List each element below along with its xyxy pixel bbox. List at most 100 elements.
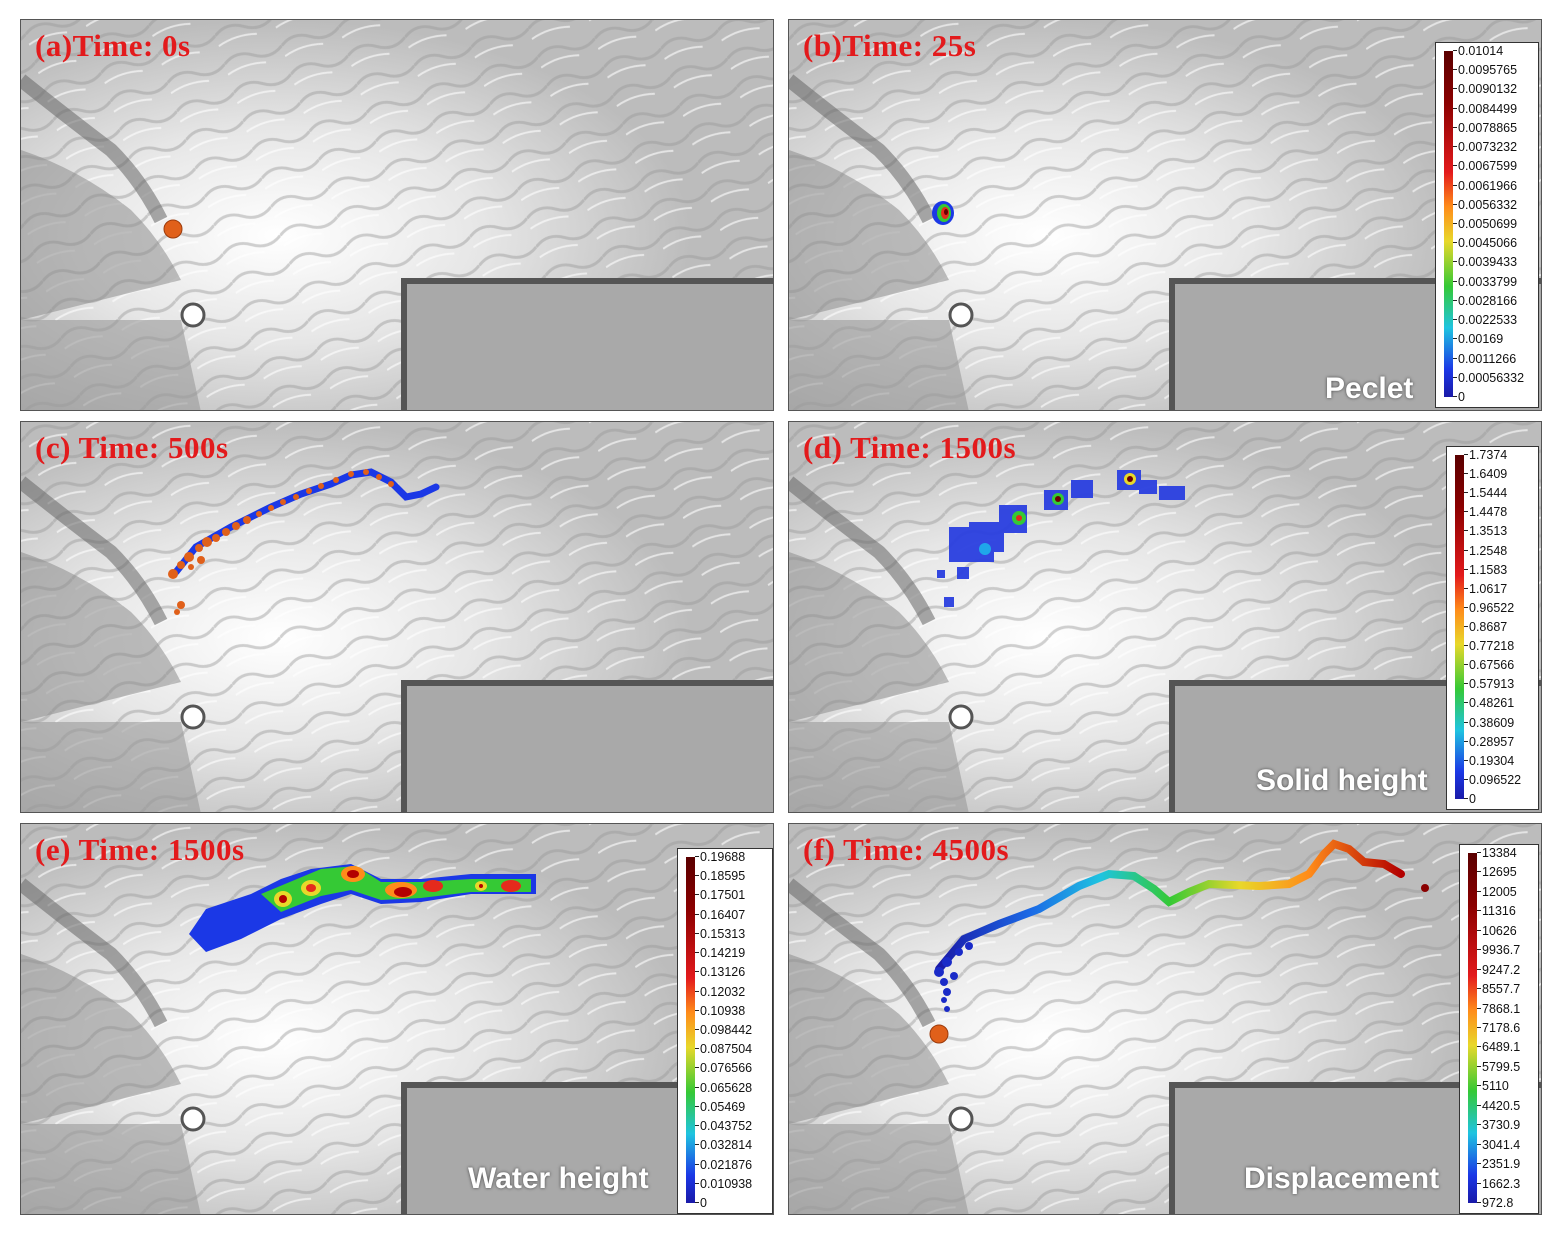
legend-tick-label: 2351.9 bbox=[1476, 1157, 1521, 1172]
panel-title: (d) Time: 1500s bbox=[803, 430, 1017, 465]
legend-tick-label: 5799.5 bbox=[1476, 1059, 1521, 1074]
legend-tick-label: 0.043752 bbox=[694, 1119, 753, 1134]
legend-tick-label: 1662.3 bbox=[1476, 1176, 1521, 1191]
water-height-overlay bbox=[189, 864, 536, 952]
legend-tick-label: 1.4478 bbox=[1463, 505, 1508, 520]
panel-title: (e) Time: 1500s bbox=[35, 832, 245, 867]
panel-title: (f) Time: 4500s bbox=[803, 832, 1010, 867]
legend-tick-label: 3730.9 bbox=[1476, 1118, 1521, 1133]
legend-colorbar bbox=[1468, 853, 1477, 1203]
legend-tick-label: 0.0056332 bbox=[1452, 197, 1518, 212]
legend-tick-label: 0.098442 bbox=[694, 1023, 753, 1037]
variable-label: Solid height bbox=[1256, 764, 1428, 797]
legend-tick-label: 0.0078865 bbox=[1452, 120, 1518, 135]
legend-tick-label: 0.01014 bbox=[1452, 44, 1504, 58]
legend-tick-label: 0.0095765 bbox=[1452, 63, 1518, 78]
legend-tick-label: 0.19688 bbox=[694, 850, 746, 864]
legend-tick-label: 0.0011266 bbox=[1452, 351, 1517, 366]
legend-tick-label: 0.77218 bbox=[1463, 639, 1515, 654]
legend-tick-label: 0.0061966 bbox=[1452, 178, 1518, 193]
panel-e: (e) Time: 1500s Water height 0.19688 0.18… bbox=[20, 823, 774, 1215]
panel-title: (a)Time: 0s bbox=[35, 28, 191, 63]
variable-label: Water height bbox=[468, 1162, 649, 1195]
legend-tick-label: 0.18595 bbox=[694, 869, 746, 884]
legend-colorbar bbox=[686, 857, 695, 1203]
legend-tick-label: 0.28957 bbox=[1463, 734, 1515, 749]
panel-d: (d) Time: 1500s Solid height 1.7374 1.640… bbox=[788, 421, 1542, 813]
color-legend: 0.01014 0.0095765 0.0090132 0.0084499 0.0078… bbox=[1435, 42, 1539, 408]
legend-tick-label: 0.16407 bbox=[694, 907, 746, 922]
debris-overlay bbox=[163, 219, 183, 239]
legend-tick-label: 0.0090132 bbox=[1452, 82, 1518, 97]
legend-tick-label: 0.0022533 bbox=[1452, 313, 1518, 328]
solid-height-overlay bbox=[937, 470, 1185, 607]
color-legend: 1.7374 1.6409 1.5444 1.4478 1.3513 1.2548 1.15… bbox=[1446, 446, 1539, 810]
legend-tick-label: 6489.1 bbox=[1476, 1040, 1521, 1055]
legend-tick-label: 1.3513 bbox=[1463, 524, 1508, 539]
debris-overlay bbox=[168, 468, 440, 615]
legend-tick-label: 0 bbox=[1464, 792, 1476, 806]
legend-tick-label: 0.0067599 bbox=[1452, 159, 1518, 174]
legend-tick-label: 1.6409 bbox=[1463, 467, 1508, 482]
legend-tick-label: 1.5444 bbox=[1463, 486, 1508, 501]
panel-f: (f) Time: 4500s Displacement 13384 12695 1… bbox=[788, 823, 1542, 1215]
legend-tick-label: 9936.7 bbox=[1476, 943, 1521, 958]
legend-tick-label: 0.8687 bbox=[1463, 620, 1508, 634]
legend-tick-label: 0.0073232 bbox=[1452, 140, 1518, 155]
legend-tick-label: 0 bbox=[695, 1196, 707, 1210]
legend-tick-label: 0.13126 bbox=[694, 965, 746, 980]
legend-tick-label: 0.00169 bbox=[1452, 332, 1504, 347]
legend-tick-label: 12695 bbox=[1477, 865, 1517, 880]
legend-tick-label: 0.0084499 bbox=[1452, 101, 1518, 116]
panel-title: (b)Time: 25s bbox=[803, 28, 977, 63]
legend-tick-label: 11316 bbox=[1477, 904, 1516, 919]
legend-tick-label: 0.38609 bbox=[1463, 715, 1515, 730]
legend-tick-label: 0.48261 bbox=[1463, 696, 1515, 711]
legend-tick-label: 13384 bbox=[1477, 846, 1517, 860]
legend-tick-label: 3041.4 bbox=[1476, 1137, 1521, 1152]
color-legend: 0.19688 0.18595 0.17501 0.16407 0.15313 0.142… bbox=[677, 848, 773, 1214]
legend-tick-label: 10626 bbox=[1477, 923, 1517, 938]
legend-tick-label: 0 bbox=[1453, 390, 1465, 404]
legend-tick-label: 0.010938 bbox=[694, 1176, 753, 1191]
displacement-overlay bbox=[929, 839, 1429, 1044]
legend-tick-label: 0.076566 bbox=[694, 1061, 753, 1076]
legend-tick-label: 9247.2 bbox=[1476, 962, 1521, 977]
legend-tick-label: 12005 bbox=[1477, 884, 1517, 899]
legend-tick-label: 0.10938 bbox=[694, 1003, 746, 1018]
legend-tick-label: 0.05469 bbox=[694, 1099, 746, 1114]
color-legend: 13384 12695 12005 11316 10626 9936.7 9247.2 855… bbox=[1459, 844, 1539, 1214]
legend-tick-label: 0.00056332 bbox=[1452, 370, 1525, 385]
legend-tick-label: 1.0617 bbox=[1463, 581, 1508, 596]
legend-tick-label: 972.8 bbox=[1476, 1196, 1514, 1210]
legend-tick-label: 0.96522 bbox=[1463, 600, 1515, 615]
legend-tick-label: 1.7374 bbox=[1463, 448, 1508, 462]
legend-tick-label: 4420.5 bbox=[1476, 1098, 1521, 1113]
legend-tick-label: 1.2548 bbox=[1463, 543, 1508, 558]
panel-c: (c) Time: 500s bbox=[20, 421, 774, 813]
panel-b: (b)Time: 25s Peclet 0.01014 0.0095765 0.00… bbox=[788, 19, 1542, 411]
legend-tick-label: 7868.1 bbox=[1476, 1001, 1521, 1016]
legend-tick-label: 0.065628 bbox=[694, 1080, 753, 1095]
legend-tick-label: 0.0045066 bbox=[1452, 236, 1518, 251]
legend-tick-label: 0.57913 bbox=[1463, 677, 1515, 692]
variable-label: Displacement bbox=[1244, 1162, 1440, 1195]
legend-tick-label: 0.19304 bbox=[1463, 753, 1515, 768]
legend-tick-label: 0.032814 bbox=[694, 1138, 753, 1153]
legend-tick-label: 7178.6 bbox=[1476, 1021, 1521, 1035]
legend-tick-label: 0.096522 bbox=[1463, 772, 1522, 787]
legend-tick-label: 5110 bbox=[1477, 1079, 1509, 1094]
peclet-overlay bbox=[932, 201, 954, 225]
legend-tick-label: 1.1583 bbox=[1463, 562, 1508, 577]
legend-tick-label: 8557.7 bbox=[1476, 982, 1521, 997]
legend-tick-label: 0.0039433 bbox=[1452, 255, 1518, 270]
legend-tick-label: 0.021876 bbox=[694, 1157, 753, 1172]
legend-tick-label: 0.12032 bbox=[694, 984, 746, 999]
legend-tick-label: 0.0033799 bbox=[1452, 274, 1518, 289]
legend-colorbar bbox=[1455, 455, 1464, 799]
legend-tick-label: 0.087504 bbox=[694, 1042, 753, 1057]
legend-colorbar bbox=[1444, 51, 1453, 397]
panel-title: (c) Time: 500s bbox=[35, 430, 229, 465]
legend-tick-label: 0.17501 bbox=[694, 888, 746, 903]
legend-tick-label: 0.0050699 bbox=[1452, 217, 1518, 231]
